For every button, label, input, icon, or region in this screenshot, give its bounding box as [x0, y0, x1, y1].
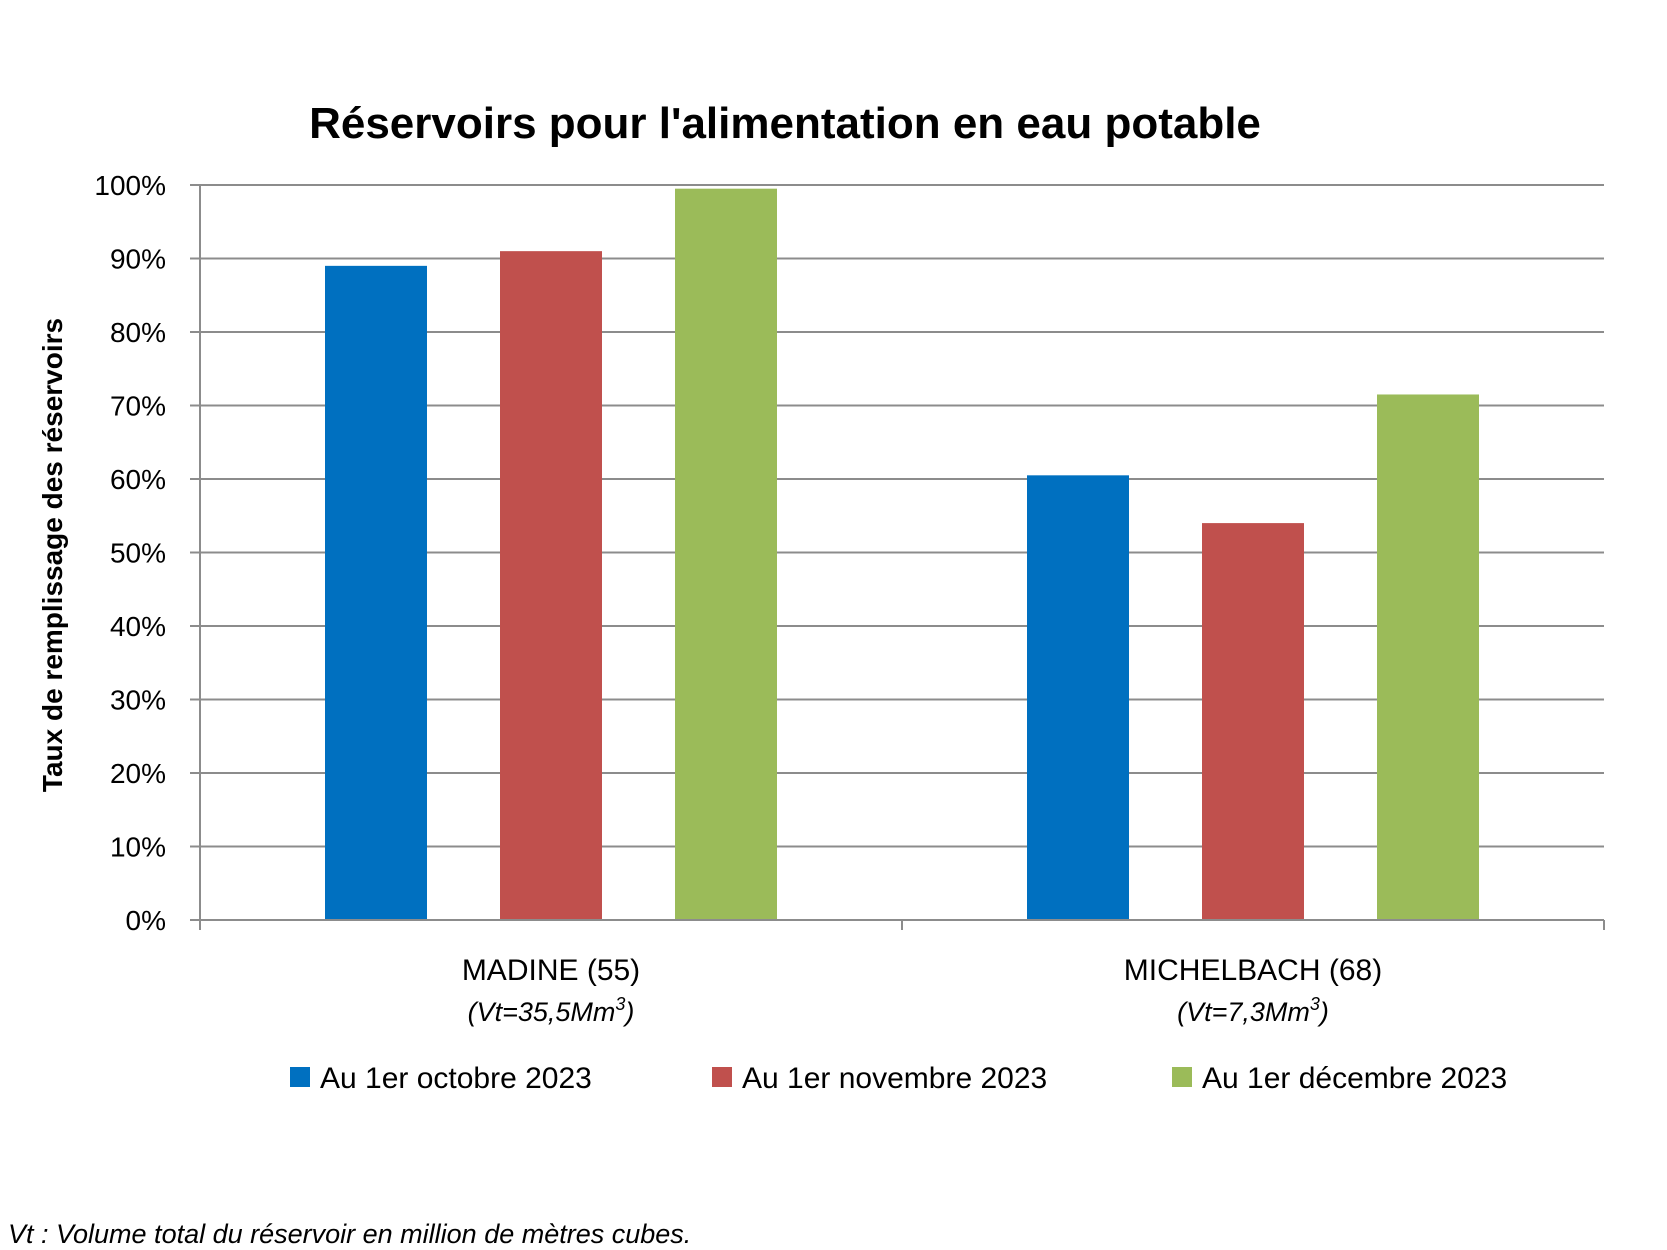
y-tick-label: 30% [110, 685, 166, 716]
chart-title: Réservoirs pour l'alimentation en eau po… [309, 99, 1261, 148]
legend: Au 1er octobre 2023 Au 1er novembre 2023 A… [290, 1062, 1507, 1095]
category-sublabel: (Vt=7,3Mm3) [1177, 994, 1329, 1027]
legend-swatch [290, 1067, 310, 1087]
legend-label: Au 1er novembre 2023 [742, 1062, 1047, 1095]
legend-swatch [712, 1067, 732, 1087]
bar [1027, 475, 1129, 920]
y-tick-label: 10% [110, 832, 166, 863]
y-tick-label: 100% [94, 170, 166, 201]
category-label: MICHELBACH (68) [1124, 954, 1382, 987]
axes [190, 184, 1605, 930]
category-sublabel: (Vt=35,5Mm3) [468, 994, 635, 1027]
bar [1202, 523, 1304, 920]
category-label: MADINE (55) [462, 954, 640, 987]
y-tick-label: 70% [110, 391, 166, 422]
bar [675, 188, 777, 921]
footnote: Vt : Volume total du réservoir en millio… [8, 1219, 691, 1249]
y-tick-label: 0% [126, 905, 166, 936]
gridlines [200, 184, 1604, 848]
y-tick-label: 40% [110, 611, 166, 642]
y-axis-title: Taux de remplissage des réservoirs [37, 318, 68, 792]
legend-label: Au 1er octobre 2023 [320, 1062, 592, 1095]
bars [325, 188, 1479, 921]
category-labels: MADINE (55) (Vt=35,5Mm3) MICHELBACH (68) (V… [462, 954, 1382, 1027]
bar [1377, 394, 1479, 921]
y-tick-label: 80% [110, 317, 166, 348]
legend-label: Au 1er décembre 2023 [1202, 1062, 1507, 1095]
bar [500, 251, 602, 920]
bar [325, 265, 427, 921]
y-tick-label: 50% [110, 538, 166, 569]
y-tick-label: 20% [110, 758, 166, 789]
y-tick-label: 90% [110, 244, 166, 275]
y-tick-label: 60% [110, 464, 166, 495]
legend-swatch [1172, 1067, 1192, 1087]
y-tick-labels: 0% 10% 20% 30% 40% 50% 60% 70% 80% 90% 100% [94, 170, 166, 936]
